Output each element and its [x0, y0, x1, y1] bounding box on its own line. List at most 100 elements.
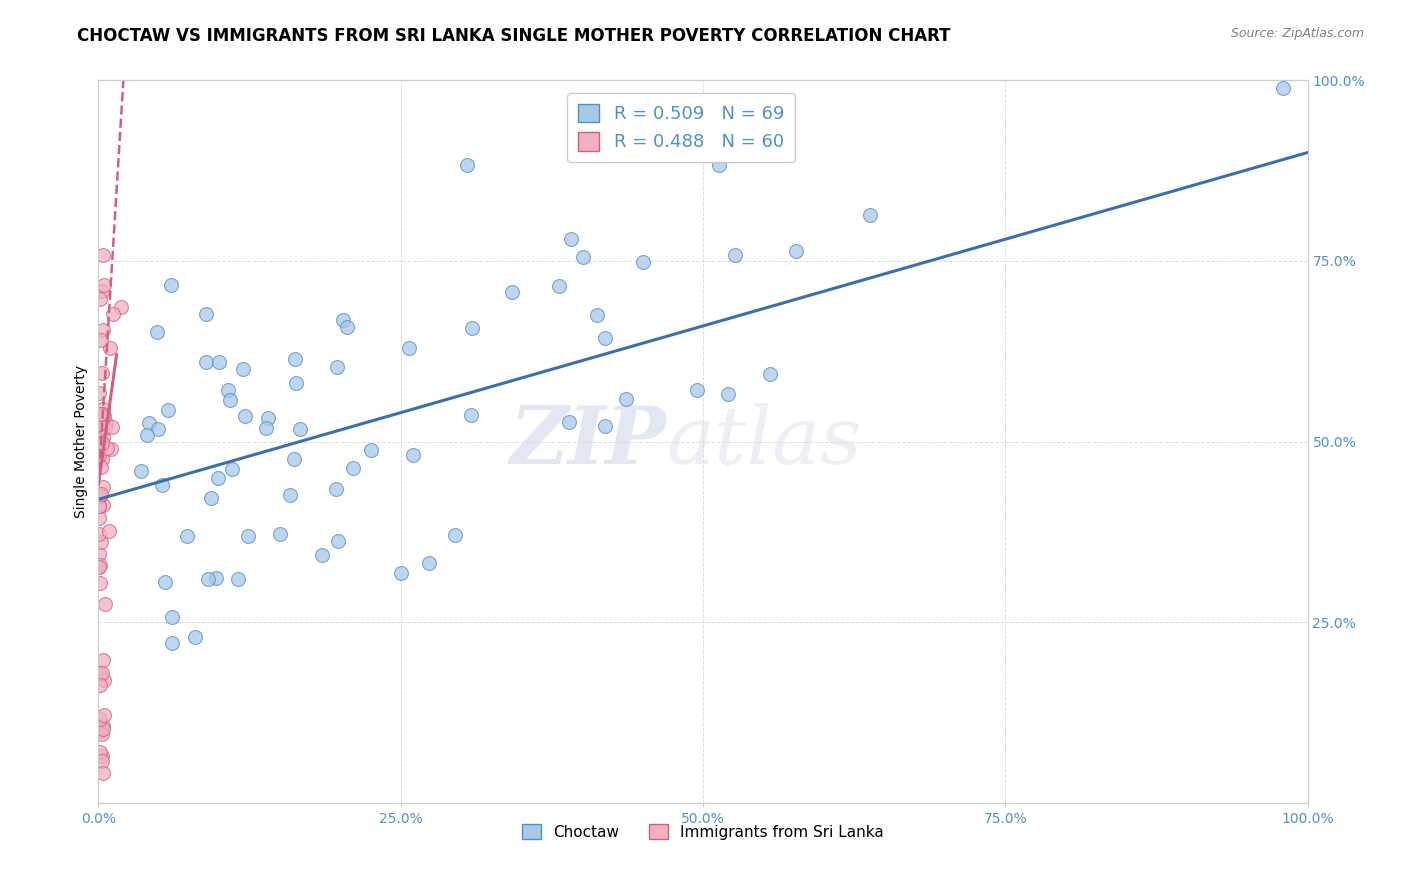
Point	[685, 384, 707, 398]
Point	[284, 351, 307, 366]
Point	[87, 547, 110, 561]
Point	[195, 308, 218, 322]
Point	[87, 385, 110, 400]
Point	[91, 653, 114, 667]
Legend: Choctaw, Immigrants from Sri Lanka: Choctaw, Immigrants from Sri Lanka	[516, 818, 890, 846]
Point	[460, 408, 482, 422]
Point	[93, 430, 115, 444]
Point	[389, 566, 412, 580]
Point	[89, 666, 111, 681]
Point	[200, 491, 222, 505]
Point	[572, 250, 595, 264]
Text: atlas: atlas	[666, 403, 862, 480]
Point	[233, 409, 256, 424]
Point	[90, 333, 112, 347]
Point	[288, 422, 311, 436]
Point	[89, 558, 111, 573]
Point	[456, 158, 478, 172]
Point	[176, 529, 198, 543]
Point	[91, 498, 114, 512]
Point	[90, 535, 112, 549]
Point	[160, 636, 183, 650]
Point	[217, 383, 239, 397]
Point	[724, 248, 747, 262]
Point	[90, 459, 112, 474]
Point	[269, 527, 291, 541]
Point	[332, 313, 354, 327]
Point	[859, 209, 882, 223]
Point	[560, 232, 582, 246]
Point	[91, 407, 114, 421]
Point	[89, 408, 111, 422]
Point	[219, 392, 242, 407]
Point	[226, 573, 249, 587]
Point	[89, 489, 111, 503]
Point	[91, 748, 114, 763]
Point	[145, 325, 167, 339]
Point	[759, 367, 782, 381]
Point	[461, 321, 484, 335]
Point	[326, 360, 349, 375]
Point	[91, 322, 114, 336]
Point	[89, 526, 111, 541]
Text: CHOCTAW VS IMMIGRANTS FROM SRI LANKA SINGLE MOTHER POVERTY CORRELATION CHART: CHOCTAW VS IMMIGRANTS FROM SRI LANKA SIN…	[77, 27, 950, 45]
Point	[785, 244, 807, 258]
Point	[93, 597, 115, 611]
Point	[207, 471, 229, 485]
Point	[87, 500, 110, 514]
Point	[257, 410, 280, 425]
Point	[89, 293, 111, 307]
Point	[89, 499, 111, 513]
Point	[197, 572, 219, 586]
Point	[150, 478, 173, 492]
Point	[283, 452, 305, 467]
Point	[184, 630, 207, 644]
Point	[98, 341, 121, 355]
Point	[336, 319, 359, 334]
Point	[91, 480, 114, 494]
Point	[87, 560, 110, 574]
Point	[91, 248, 114, 262]
Point	[311, 549, 333, 563]
Point	[93, 708, 115, 723]
Point	[96, 416, 118, 430]
Text: ZIP: ZIP	[510, 403, 666, 480]
Point	[444, 528, 467, 542]
Point	[91, 665, 114, 680]
Point	[91, 719, 114, 733]
Point	[631, 254, 654, 268]
Point	[221, 462, 243, 476]
Point	[278, 488, 301, 502]
Point	[208, 355, 231, 369]
Point	[87, 560, 110, 574]
Point	[138, 416, 160, 430]
Point	[93, 278, 115, 293]
Point	[156, 403, 179, 417]
Point	[401, 448, 423, 462]
Point	[87, 510, 110, 524]
Point	[93, 409, 115, 423]
Point	[87, 442, 110, 457]
Point	[93, 722, 115, 736]
Point	[90, 284, 112, 298]
Point	[254, 421, 277, 435]
Point	[101, 307, 124, 321]
Point	[90, 436, 112, 450]
Point	[96, 441, 118, 455]
Point	[110, 300, 132, 314]
Point	[195, 355, 218, 369]
Point	[89, 745, 111, 759]
Point	[129, 464, 152, 478]
Point	[91, 766, 114, 780]
Point	[238, 529, 260, 543]
Point	[717, 387, 740, 401]
Point	[91, 451, 114, 466]
Point	[326, 534, 349, 549]
Point	[100, 442, 122, 456]
Point	[585, 308, 607, 322]
Point	[89, 712, 111, 726]
Point	[91, 401, 114, 416]
Text: Source: ZipAtlas.com: Source: ZipAtlas.com	[1230, 27, 1364, 40]
Point	[89, 724, 111, 739]
Point	[89, 435, 111, 450]
